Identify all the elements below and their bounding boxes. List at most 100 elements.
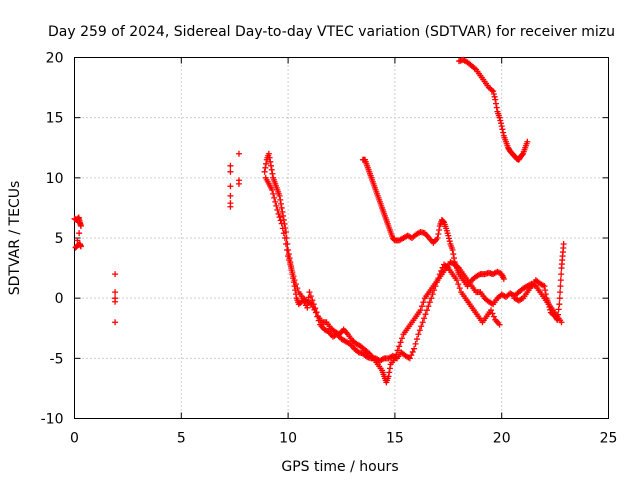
- data-point: [277, 200, 284, 207]
- data-point: [271, 194, 278, 201]
- data-point: [315, 317, 322, 324]
- series-early-cluster: [71, 150, 242, 326]
- y-tick-label: 0: [55, 291, 64, 307]
- data-point: [397, 339, 404, 346]
- data-point: [455, 281, 462, 288]
- data-point: [76, 230, 83, 237]
- data-point: [268, 166, 275, 173]
- x-tick-label: 20: [493, 431, 511, 447]
- data-point: [429, 291, 436, 298]
- data-point: [417, 307, 424, 314]
- data-point: [413, 336, 420, 343]
- data-point: [554, 311, 561, 318]
- data-point: [490, 91, 497, 98]
- data-point: [112, 298, 119, 305]
- data-point: [285, 253, 292, 260]
- data-point: [445, 232, 452, 239]
- axes-layer: 0 5 10 15 20 25 -10 -5 0 5 10 15 20: [41, 51, 618, 447]
- data-point: [425, 303, 432, 310]
- data-point: [558, 271, 565, 278]
- y-tick-label: 20: [46, 51, 64, 67]
- data-point: [278, 220, 285, 227]
- data-point: [560, 241, 567, 248]
- data-point: [112, 319, 119, 326]
- data-point: [386, 369, 393, 376]
- data-point: [274, 206, 281, 213]
- data-point: [269, 170, 276, 177]
- data-point: [415, 331, 422, 338]
- data-point: [490, 313, 497, 320]
- data-point: [496, 114, 503, 121]
- data-point: [277, 196, 284, 203]
- data-point: [453, 277, 460, 284]
- data-point: [267, 158, 274, 165]
- data-point: [412, 340, 419, 347]
- data-point: [227, 203, 234, 210]
- data-point: [112, 289, 119, 296]
- data-point: [112, 271, 119, 278]
- data-point: [309, 297, 316, 304]
- x-tick-label: 15: [386, 431, 404, 447]
- data-point: [314, 313, 321, 320]
- data-point: [434, 235, 441, 241]
- data-point: [488, 307, 495, 314]
- data-point: [423, 307, 430, 314]
- data-point: [385, 373, 392, 380]
- x-tick-label: 25: [600, 431, 618, 447]
- data-point: [554, 316, 561, 323]
- data-point: [446, 238, 453, 245]
- data-point: [500, 275, 507, 282]
- data-point: [419, 319, 426, 326]
- data-point: [422, 311, 429, 318]
- data-point: [268, 162, 275, 169]
- data-point: [396, 343, 403, 350]
- data-point: [269, 186, 276, 193]
- x-tick-label: 0: [70, 431, 79, 447]
- data-point: [557, 289, 564, 296]
- data-point: [500, 129, 507, 136]
- data-point: [278, 204, 285, 211]
- data-point: [456, 285, 463, 292]
- data-point: [428, 295, 435, 302]
- y-tick-label: 15: [46, 111, 64, 127]
- data-point: [411, 345, 418, 352]
- data-point: [261, 168, 268, 175]
- data-point: [275, 210, 282, 217]
- data-point: [450, 255, 457, 262]
- data-point: [280, 212, 287, 219]
- points-layer: [71, 56, 567, 386]
- data-point: [541, 283, 548, 290]
- data-point: [450, 251, 457, 258]
- data-point: [435, 275, 442, 282]
- data-point: [282, 241, 289, 248]
- data-point: [556, 295, 563, 302]
- x-tick-label: 10: [279, 431, 297, 447]
- data-point: [409, 348, 416, 355]
- data-point: [294, 285, 301, 292]
- data-point: [227, 162, 234, 169]
- data-point: [433, 279, 440, 286]
- data-point: [418, 303, 425, 310]
- data-point: [312, 309, 319, 316]
- data-point: [394, 347, 401, 354]
- data-point: [277, 217, 284, 224]
- data-point: [281, 235, 288, 241]
- data-point: [77, 243, 84, 250]
- data-point: [493, 104, 500, 111]
- data-point: [292, 281, 299, 288]
- data-point: [272, 198, 279, 205]
- data-point: [284, 247, 291, 254]
- data-point: [489, 310, 496, 317]
- data-point: [227, 183, 234, 190]
- data-point: [306, 289, 313, 296]
- data-point: [77, 222, 84, 229]
- data-point: [497, 117, 504, 124]
- data-point: [498, 123, 505, 130]
- data-point: [438, 267, 445, 274]
- data-point: [493, 100, 500, 107]
- data-point: [418, 323, 425, 330]
- data-point: [542, 291, 549, 298]
- data-point: [491, 93, 498, 100]
- data-point: [557, 277, 564, 284]
